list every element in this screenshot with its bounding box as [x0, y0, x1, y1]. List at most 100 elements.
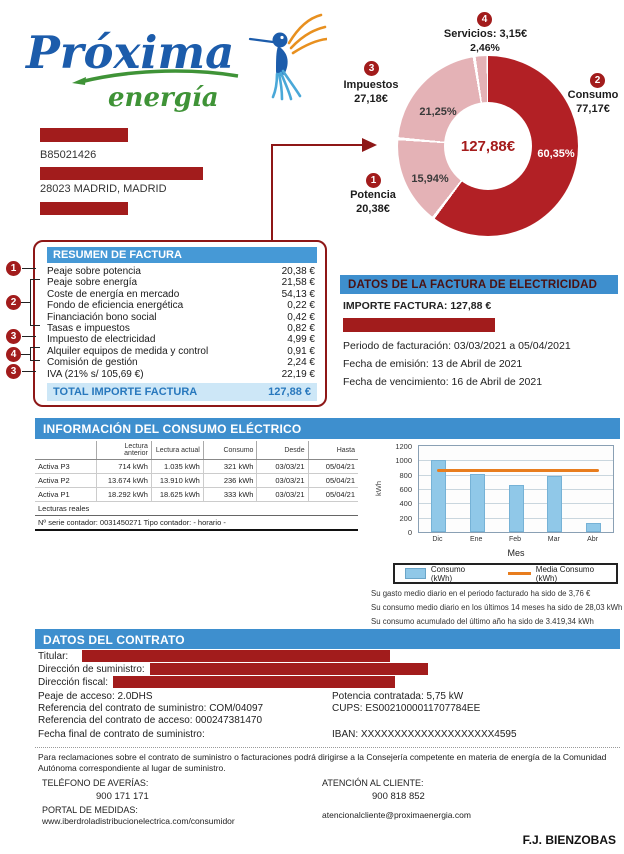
- portal-medidas-url: www.iberdroladistribucionelectrica.com/c…: [42, 816, 235, 826]
- ref-contrato-acceso: Referencia del contrato de acceso: 00024…: [38, 715, 263, 726]
- donut-label-consumo-amount: 77,17€: [576, 103, 610, 116]
- bracket-line: [21, 302, 30, 304]
- row-value: 20,38 €: [281, 266, 315, 277]
- bar-xlabels: Dic Ene Feb Mar Abr: [432, 536, 599, 543]
- row-value: 0,42 €: [287, 311, 315, 323]
- badge-potencia: 1: [366, 173, 381, 188]
- donut-label-servicios: Servicios: 3,15€: [443, 28, 528, 40]
- resumen-row: Alquiler equipos de medida y control 0,91…: [47, 346, 315, 357]
- resumen-row: Peaje sobre potencia 20,38 €: [47, 266, 315, 277]
- row-label: Impuesto de electricidad: [47, 334, 156, 346]
- meter-serial-note: Nº serie contador: 0031450271 Tipo conta…: [35, 515, 358, 531]
- col-header: Lectura anterior: [96, 441, 152, 460]
- bar-chart-legend: Consumo (kWh) Media Consumo (kWh): [393, 563, 618, 584]
- row-label: Financiación bono social: [47, 311, 157, 323]
- bar-plot: [418, 445, 614, 533]
- iban: IBAN: XXXXXXXXXXXXXXXXXXXX4595: [332, 729, 517, 740]
- row-label: Comisión de gestión: [47, 357, 138, 369]
- donut-label-potencia-amount: 20,38€: [356, 203, 390, 216]
- resumen-row: Coste de energía en mercado 54,13 €: [47, 289, 315, 300]
- bracket-line: [22, 268, 36, 270]
- row-label: Peaje sobre energía: [47, 277, 138, 289]
- resumen-row: IVA (21% s/ 105,69 €) 22,19 €: [47, 369, 315, 380]
- badge-impuestos: 3: [364, 61, 379, 76]
- arrow-connector-vertical: [271, 144, 273, 240]
- cell: Activa P2: [35, 473, 97, 488]
- table-serial-row: Nº serie contador: 0031450271 Tipo conta…: [35, 515, 358, 531]
- cell: 03/03/21: [256, 473, 309, 488]
- badge-consumo: 2: [590, 73, 605, 88]
- brand-tagline: energía: [108, 83, 219, 113]
- row-value: 0,82 €: [287, 322, 315, 334]
- cell: 05/04/21: [308, 487, 358, 502]
- col-header: Consumo: [203, 441, 258, 460]
- resumen-badge-4: 4: [6, 347, 21, 362]
- donut-label-impuestos-title: Impuestos: [343, 79, 399, 91]
- redacted-customer-info: [40, 202, 128, 215]
- redacted-direccion-suministro: [150, 663, 428, 675]
- bracket-line: [30, 347, 32, 361]
- donut-pct-potencia: 15,94%: [411, 173, 449, 185]
- donut-label-potencia-title: Potencia: [350, 189, 396, 201]
- importe-factura: IMPORTE FACTURA: 127,88 €: [343, 300, 492, 312]
- row-value: 4,99 €: [287, 334, 315, 346]
- row-value: 0,91 €: [287, 345, 315, 357]
- footer-divider: [35, 747, 620, 748]
- cell: 05/04/21: [308, 459, 358, 474]
- bracket-line: [30, 360, 40, 362]
- bracket-line: [22, 336, 36, 338]
- telefono-averias-phone: 900 171 171: [96, 791, 149, 802]
- resumen-row: Impuesto de electricidad 4,99 €: [47, 334, 315, 345]
- cell: Activa P1: [35, 487, 97, 502]
- row-label: Peaje sobre potencia: [47, 266, 141, 277]
- row-label: Fondo de eficiencia energética: [47, 300, 184, 312]
- cell: 05/04/21: [308, 473, 358, 488]
- atencion-cliente-phone: 900 818 852: [372, 791, 425, 802]
- customer-service-email: atencionalcliente@proximaenergia.com: [322, 810, 471, 820]
- col-header: Hasta: [308, 441, 358, 460]
- table-header-row: Lectura anterior Lectura actual Consumo …: [35, 441, 358, 460]
- row-label: IVA (21% s/ 105,69 €): [47, 368, 144, 380]
- customer-city: 28023 MADRID, MADRID: [40, 183, 167, 195]
- lecturas-reales-note: Lecturas reales: [35, 501, 358, 516]
- stat-consumo-acumulado: Su consumo acumulado del último año ha s…: [371, 617, 594, 626]
- resumen-title: RESUMEN DE FACTURA: [47, 247, 317, 263]
- periodo-facturacion: Periodo de facturación: 03/03/2021 a 05/…: [343, 340, 571, 352]
- row-label: Alquiler equipos de medida y control: [47, 345, 209, 357]
- badge-servicios: 4: [477, 12, 492, 27]
- row-value: 2,24 €: [287, 357, 315, 369]
- resumen-row: Fondo de eficiencia energética 0,22 €: [47, 300, 315, 311]
- resumen-row: Tasas e impuestos 0,82 €: [47, 323, 315, 334]
- row-value: 0,22 €: [287, 300, 315, 312]
- portal-medidas-label: PORTAL DE MEDIDAS:: [42, 805, 138, 815]
- redacted-customer-address: [40, 167, 203, 180]
- section-title-consumo: INFORMACIÓN DEL CONSUMO ELÉCTRICO: [35, 418, 620, 439]
- redacted-factura-ref: [343, 318, 495, 332]
- resumen-row: Peaje sobre energía 21,58 €: [47, 277, 315, 288]
- signature: F.J. BIENZOBAS: [522, 833, 616, 847]
- hummingbird-icon: [248, 13, 329, 101]
- cell: 13.910 kWh: [151, 473, 204, 488]
- consumption-table: Lectura anterior Lectura actual Consumo …: [35, 441, 358, 531]
- cell: 18.292 kWh: [96, 487, 152, 502]
- logo-leaf-decoration: [72, 77, 86, 85]
- stat-gasto-medio: Su gasto medio diario en el periodo fact…: [371, 589, 591, 598]
- customer-tax-id: B85021426: [40, 149, 97, 161]
- direccion-fiscal-label: Dirección fiscal:: [38, 677, 109, 688]
- row-label: Tasas e impuestos: [47, 322, 130, 334]
- redacted-customer-name: [40, 128, 128, 142]
- donut-label-consumo: Consumo 77,17€: [563, 88, 623, 117]
- donut-label-potencia: Potencia 20,38€: [340, 188, 406, 217]
- bar-chart-xlabel: Mes: [507, 548, 525, 558]
- resumen-badge-3: 3: [6, 329, 21, 344]
- col-header: [35, 441, 97, 460]
- direccion-suministro-label: Dirección de suministro:: [38, 664, 145, 675]
- brand-logo: Próxima energía: [22, 6, 329, 118]
- donut-label-servicios-pct: 2,46%: [470, 42, 500, 54]
- section-title-factura: DATOS DE LA FACTURA DE ELECTRICIDAD: [340, 275, 618, 294]
- donut-label-impuestos-amount: 27,18€: [354, 93, 388, 106]
- resumen-box: RESUMEN DE FACTURA Peaje sobre potencia 2…: [33, 240, 327, 407]
- telefono-averias-label: TELÉFONO DE AVERÍAS:: [42, 778, 149, 788]
- table-row: Activa P3 714 kWh 1.035 kWh 321 kWh 03/0…: [35, 459, 358, 474]
